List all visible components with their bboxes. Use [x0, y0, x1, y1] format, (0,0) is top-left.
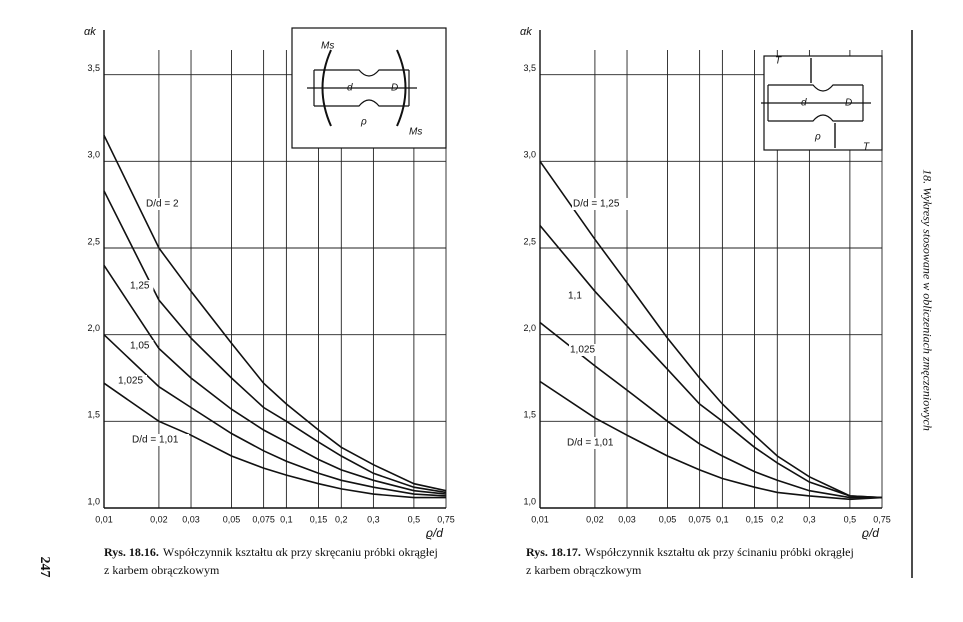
x-tick-label: 0,15 — [310, 514, 328, 524]
x-tick-label: 0,01 — [531, 514, 549, 524]
inset-label: d — [801, 98, 807, 109]
x-tick-label: 0,1 — [716, 514, 729, 524]
y-tick-label: 3,5 — [523, 63, 536, 73]
caption-line: Współczynnik kształtu αk przy ścinaniu p… — [585, 545, 854, 559]
curve — [103, 334, 447, 497]
y-tick-label: 1,5 — [87, 410, 100, 420]
series-label: 1,025 — [118, 376, 143, 387]
label-bg — [131, 434, 189, 446]
x-tick-label: 0,02 — [586, 514, 604, 524]
x-tick-label: 0,075 — [252, 514, 275, 524]
x-tick-label: 0,01 — [95, 514, 113, 524]
specimen — [307, 69, 417, 107]
y-tick-label: 1,0 — [523, 496, 536, 506]
curve — [103, 382, 446, 499]
caption-line: Współczynnik kształtu αk przy skręcaniu … — [163, 545, 438, 559]
caption: Rys. 18.16. Współczynnik kształtu αk przy… — [104, 545, 438, 559]
force-arrow — [810, 58, 836, 148]
inset-label: ρ — [360, 117, 367, 128]
x-tick-label: 0,5 — [844, 514, 857, 524]
x-tick-label: 0,1 — [280, 514, 293, 524]
series-label: D/d = 1,25 — [573, 199, 620, 210]
caption-label: Rys. 18.17. — [526, 545, 581, 559]
series-label: 1,25 — [130, 281, 150, 292]
series-label: D/d = 2 — [146, 199, 179, 210]
x-tick-label: 0,03 — [618, 514, 636, 524]
inset-label: D — [845, 98, 852, 109]
y-tick-label: 3,5 — [87, 63, 100, 73]
y-tick-label: 2,0 — [523, 323, 536, 333]
label-bg — [129, 280, 154, 292]
x-tick-label: 0,075 — [688, 514, 711, 524]
caption-label: Rys. 18.16. — [104, 545, 159, 559]
caption-line: z karbem obrączkowym — [104, 563, 220, 577]
inset-label: T — [863, 142, 870, 153]
label-bg — [566, 437, 624, 449]
inset-label: d — [347, 83, 353, 94]
x-tick-label: 0,2 — [771, 514, 784, 524]
x-axis-label: ϱ/d — [862, 526, 879, 540]
label-bg — [117, 375, 147, 387]
label-bg — [572, 198, 630, 210]
inset-label: Ms — [321, 41, 334, 52]
x-tick-label: 0,2 — [335, 514, 348, 524]
x-tick-label: 0,05 — [659, 514, 677, 524]
side-header: 18. Wykresy stosowane w obliczeniach zmę… — [920, 169, 934, 431]
inset-label: ρ — [814, 132, 821, 143]
x-tick-label: 0,02 — [150, 514, 168, 524]
y-axis-label: αk — [520, 26, 532, 38]
label-bg — [567, 290, 586, 302]
series-label: 1,1 — [568, 291, 582, 302]
x-tick-label: 0,5 — [408, 514, 421, 524]
inset-label: T — [775, 56, 782, 67]
x-tick-label: 0,03 — [182, 514, 200, 524]
x-tick-label: 0,15 — [746, 514, 764, 524]
caption-line: z karbem obrączkowym — [526, 563, 642, 577]
specimen — [761, 84, 871, 122]
curve — [539, 321, 882, 499]
x-tick-label: 0,3 — [367, 514, 380, 524]
inset-label: Ms — [409, 127, 422, 138]
moment-arrow — [321, 49, 407, 127]
series-label: 1,025 — [570, 345, 595, 356]
x-tick-label: 0,75 — [437, 514, 455, 524]
label-bg — [569, 344, 599, 356]
y-tick-label: 1,0 — [87, 496, 100, 506]
y-tick-label: 2,5 — [523, 236, 536, 246]
x-tick-label: 0,75 — [873, 514, 891, 524]
y-tick-label: 2,5 — [87, 236, 100, 246]
curve — [103, 134, 447, 492]
y-axis-label: αk — [84, 26, 96, 38]
curve — [539, 160, 883, 499]
inset-label: D — [391, 83, 398, 94]
label-bg — [129, 340, 154, 352]
y-tick-label: 3,0 — [87, 150, 100, 160]
curve — [103, 264, 447, 495]
series-label: 1,05 — [130, 341, 150, 352]
label-bg — [145, 198, 187, 210]
x-axis-label: ϱ/d — [426, 526, 443, 540]
y-tick-label: 3,0 — [523, 150, 536, 160]
series-label: D/d = 1,01 — [567, 438, 614, 449]
curve — [103, 190, 447, 494]
series-label: D/d = 1,01 — [132, 435, 179, 446]
y-tick-label: 2,0 — [87, 323, 100, 333]
caption: Rys. 18.17. Współczynnik kształtu αk przy… — [526, 545, 854, 559]
curve — [539, 224, 883, 499]
x-tick-label: 0,3 — [803, 514, 816, 524]
x-tick-label: 0,05 — [223, 514, 241, 524]
curve — [539, 380, 883, 501]
y-tick-label: 1,5 — [523, 410, 536, 420]
page-number: 247 — [37, 557, 52, 578]
